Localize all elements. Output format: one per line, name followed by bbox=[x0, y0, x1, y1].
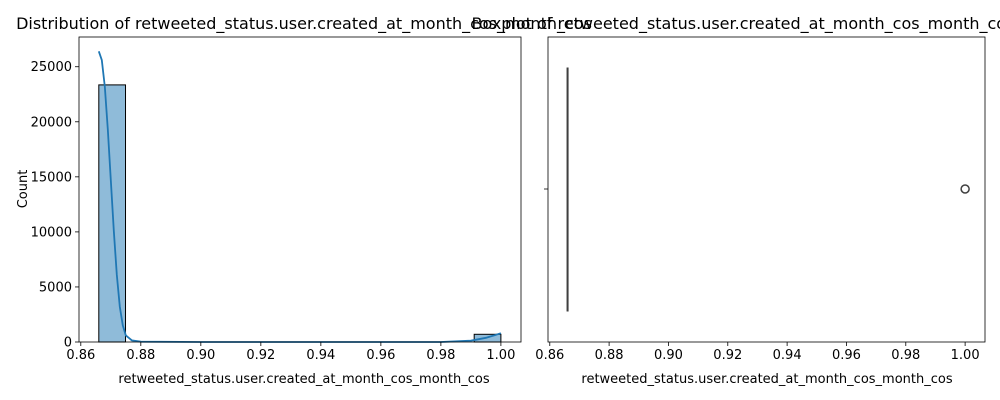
x-tick-label: 0.88 bbox=[595, 348, 624, 363]
histogram-y-ticks: 0 5000 10000 15000 20000 25000 bbox=[31, 60, 79, 351]
x-tick-label: 0.90 bbox=[186, 348, 215, 363]
y-tick-label: 15000 bbox=[31, 170, 72, 185]
histogram-y-axis-label: Count bbox=[16, 170, 31, 209]
y-tick-label: 25000 bbox=[31, 60, 72, 75]
histogram-axes-frame bbox=[78, 36, 522, 343]
boxplot-box bbox=[566, 67, 970, 312]
kde-line bbox=[97, 51, 502, 343]
boxplot-x-axis-label: retweeted_status.user.created_at_month_c… bbox=[581, 372, 952, 387]
outlier-point bbox=[960, 184, 970, 194]
x-tick-label: 0.98 bbox=[426, 348, 455, 363]
boxplot-title: Boxplot of retweeted_status.user.created… bbox=[472, 14, 1000, 34]
x-tick-label: 0.94 bbox=[306, 348, 335, 363]
boxplot-x-ticks: 0.86 0.88 0.90 0.92 0.94 0.96 0.98 1.00 bbox=[535, 342, 980, 363]
y-tick-label: 20000 bbox=[31, 115, 72, 130]
x-tick-label: 0.86 bbox=[66, 348, 95, 363]
histogram-title: Distribution of retweeted_status.user.cr… bbox=[16, 14, 592, 34]
x-tick-label: 0.92 bbox=[246, 348, 275, 363]
histogram-x-axis-label: retweeted_status.user.created_at_month_c… bbox=[118, 372, 489, 387]
x-tick-label: 0.86 bbox=[535, 348, 564, 363]
x-tick-label: 0.98 bbox=[891, 348, 920, 363]
x-tick-label: 0.90 bbox=[654, 348, 683, 363]
x-tick-label: 0.96 bbox=[832, 348, 861, 363]
histogram-bars bbox=[98, 84, 502, 343]
y-tick-label: 5000 bbox=[39, 280, 72, 295]
x-tick-label: 0.88 bbox=[126, 348, 155, 363]
histogram-x-ticks: 0.86 0.88 0.90 0.92 0.94 0.96 0.98 1.00 bbox=[66, 342, 515, 363]
x-tick-label: 1.00 bbox=[951, 348, 980, 363]
boxplot-axes-frame bbox=[547, 36, 986, 343]
x-tick-label: 0.92 bbox=[713, 348, 742, 363]
histogram-panel: Distribution of retweeted_status.user.cr… bbox=[16, 14, 592, 387]
x-tick-label: 0.96 bbox=[366, 348, 395, 363]
x-tick-label: 1.00 bbox=[486, 348, 515, 363]
x-tick-label: 0.94 bbox=[773, 348, 802, 363]
y-tick-label: 10000 bbox=[31, 225, 72, 240]
boxplot-panel: Boxplot of retweeted_status.user.created… bbox=[472, 14, 1000, 387]
y-tick-label: 0 bbox=[64, 336, 72, 351]
